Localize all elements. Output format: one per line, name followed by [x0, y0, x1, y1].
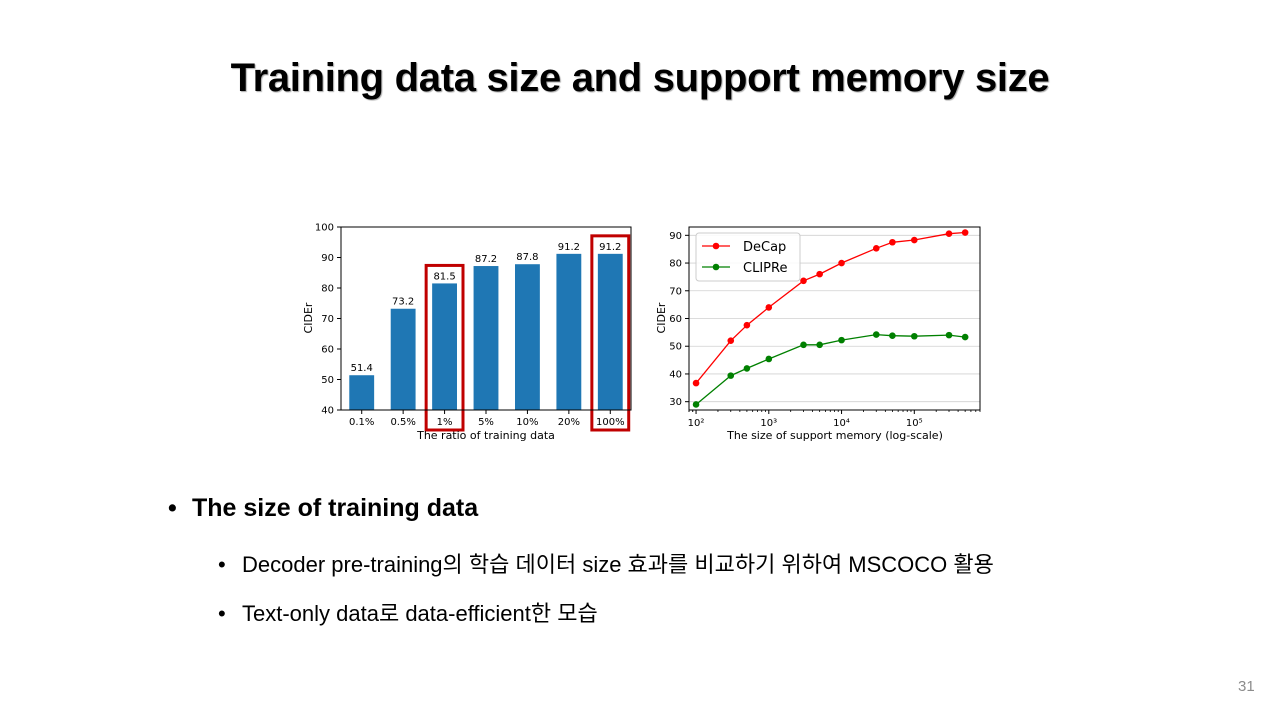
series-line-DeCap	[695, 231, 966, 384]
bar-x-tick-label: 0.5%	[390, 417, 415, 428]
bar-10%	[515, 264, 540, 410]
line-x-axis-title: The size of support memory (log-scale)	[726, 429, 943, 442]
bar-value-label: 87.2	[475, 254, 497, 265]
bar-value-label: 91.2	[558, 242, 580, 253]
line-y-axis-title: CIDEr	[655, 302, 668, 333]
line-chart: 30 40 50 60 70 80 90 10² 10³ 10⁴ 10⁵ The size of …	[655, 226, 981, 442]
series-point-CLIPRe	[692, 401, 700, 408]
bar-y-tick-label: 80	[321, 284, 334, 295]
series-point-CLIPRe	[945, 331, 953, 339]
bar-x-tick-label: 20%	[558, 417, 580, 428]
series-point-CLIPRe	[816, 341, 823, 349]
bar-value-label: 51.4	[351, 363, 373, 374]
bar-y-tick-label: 90	[321, 253, 334, 264]
series-point-DeCap	[911, 236, 918, 244]
bar-0.5%	[390, 308, 416, 410]
highlight-box-100%	[590, 234, 631, 432]
bullet-dot: •	[218, 552, 226, 577]
series-point-DeCap	[838, 259, 845, 267]
series-point-CLIPRe	[765, 355, 773, 363]
series-point-DeCap	[692, 379, 700, 387]
series-point-DeCap	[800, 277, 807, 285]
line-y-tick-label: 90	[669, 231, 682, 242]
series-point-CLIPRe	[889, 332, 896, 339]
bar-20%	[556, 253, 582, 410]
line-y-tick-label: 30	[669, 397, 682, 408]
line-x-tick-label: 10⁴	[833, 418, 850, 429]
series-point-DeCap	[872, 245, 880, 252]
series-point-DeCap	[945, 230, 953, 237]
bullet-main-text: The size of training data	[192, 494, 479, 522]
series-point-DeCap	[765, 304, 773, 311]
line-y-tick-label: 80	[669, 259, 682, 270]
legend-clipre-marker	[712, 263, 720, 271]
series-point-DeCap	[889, 238, 896, 246]
series-point-CLIPRe	[838, 336, 845, 344]
series-point-CLIPRe	[961, 333, 969, 341]
legend-box	[695, 232, 801, 282]
bar-y-tick-label: 70	[321, 314, 334, 325]
line-x-tick-label: 10³	[760, 418, 777, 429]
bar-value-label: 91.2	[599, 242, 621, 253]
line-y-tick-label: 70	[669, 286, 682, 297]
bullet-dot: •	[218, 601, 226, 626]
bar-chart: 51.4 73.2 81.5 87.2 87.8 91.2 91.2 40 50 60 70 80 9…	[302, 223, 632, 442]
legend-clipre-label: CLIPRe	[743, 261, 787, 276]
slide-title: Training data size and support memory si…	[230, 56, 1050, 100]
series-point-DeCap	[816, 270, 823, 278]
bar-value-label: 73.2	[392, 297, 414, 308]
bar-1%	[432, 283, 457, 410]
bar-x-tick-label: 5%	[478, 417, 494, 428]
bar-y-tick-label: 40	[321, 406, 334, 417]
bar-y-tick-label: 100	[315, 223, 334, 234]
bullet-dot: •	[168, 494, 177, 522]
bullet-sub-1: • Decoder pre-training의 학습 데이터 size 효과를 비…	[218, 547, 994, 579]
page-number: 31	[1238, 678, 1255, 695]
bar-x-tick-label: 100%	[596, 417, 625, 428]
bar-y-tick-label: 50	[321, 375, 334, 386]
line-x-tick-label: 10⁵	[906, 418, 923, 429]
series-point-CLIPRe	[872, 331, 880, 338]
series-point-CLIPRe	[743, 365, 751, 372]
bullet-sub-2-text: Text-only data로 data-efficient한 모습	[242, 601, 598, 626]
bar-x-tick-label: 10%	[516, 417, 538, 428]
line-x-tick-label: 10²	[688, 418, 705, 429]
legend-decap-label: DeCap	[743, 240, 786, 255]
bullet-sub-2: • Text-only data로 data-efficient한 모습	[218, 596, 598, 628]
bar-x-axis-title: The ratio of training data	[416, 429, 555, 442]
bar-5%	[473, 266, 499, 410]
line-y-tick-label: 40	[669, 369, 682, 380]
legend-decap-marker	[712, 242, 720, 250]
bar-y-axis-title: CIDEr	[302, 302, 315, 333]
series-point-DeCap	[727, 337, 735, 344]
bar-100%	[597, 253, 623, 410]
bar-value-label: 87.8	[516, 252, 538, 263]
series-line-CLIPRe	[695, 333, 966, 405]
bullet-sub-1-text: Decoder pre-training의 학습 데이터 size 효과를 비교…	[242, 552, 994, 577]
bar-0.1%	[349, 375, 375, 410]
series-point-CLIPRe	[727, 372, 735, 379]
series-point-CLIPRe	[911, 332, 918, 340]
line-legend: DeCap CLIPRe	[695, 232, 801, 282]
line-y-tick-label: 50	[669, 342, 682, 353]
bar-x-tick-label: 1%	[437, 417, 453, 428]
line-y-tick-label: 60	[669, 314, 682, 325]
bullet-main: • The size of training data	[168, 494, 478, 523]
highlight-box-1%	[424, 263, 465, 432]
series-point-CLIPRe	[800, 341, 807, 349]
series-point-DeCap	[961, 229, 969, 236]
bar-y-tick-label: 60	[321, 345, 334, 356]
bar-x-tick-label: 0.1%	[349, 417, 374, 428]
series-point-DeCap	[743, 321, 751, 329]
bar-value-label: 81.5	[433, 271, 455, 282]
